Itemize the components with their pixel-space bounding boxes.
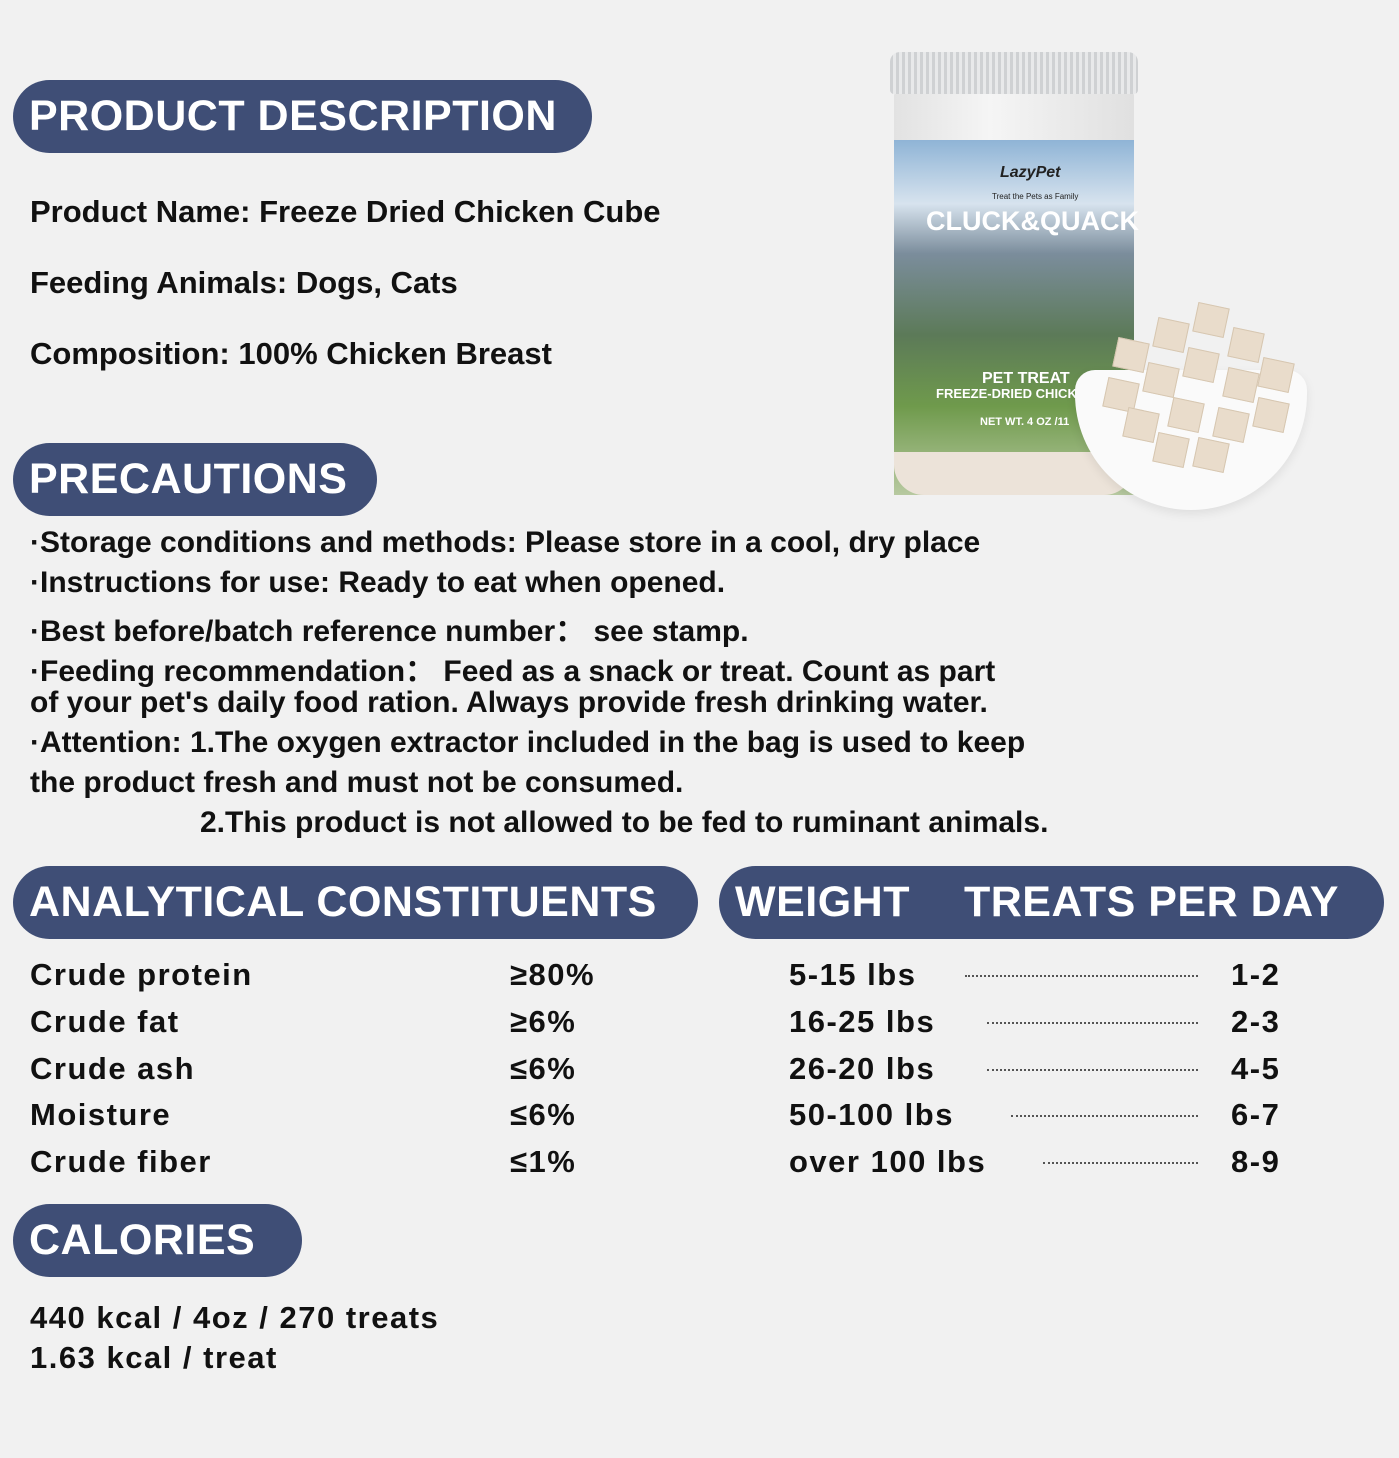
label-freeze-dried: FREEZE-DRIED CHICK xyxy=(936,386,1077,401)
calories-heading: CALORIES xyxy=(13,1204,302,1277)
treats-count: 8-9 xyxy=(1231,1144,1281,1179)
feeding-heading: WEIGHT TREATS PER DAY xyxy=(719,866,1384,939)
treat-jar: LazyPet Treat the Pets as Family CLUCK&Q… xyxy=(890,52,1139,497)
precautions-heading: PRECAUTIONS xyxy=(13,443,377,516)
weight-range: 16-25 lbs xyxy=(789,1004,936,1039)
dotted-leader xyxy=(987,1069,1198,1071)
precaution-line: 2.This product is not allowed to be fed … xyxy=(200,806,1049,839)
constituent-value: ≥80% xyxy=(510,957,596,992)
treats-count: 4-5 xyxy=(1231,1051,1281,1086)
label-net-weight: NET WT. 4 OZ /11 xyxy=(980,416,1070,428)
product-name: Product Name: Freeze Dried Chicken Cube xyxy=(30,194,661,229)
constituent-value: ≥6% xyxy=(510,1004,577,1039)
dotted-leader xyxy=(1011,1115,1198,1117)
weight-range: 26-20 lbs xyxy=(789,1051,936,1086)
treats-count: 1-2 xyxy=(1231,957,1281,992)
label-pet-treat: PET TREAT xyxy=(982,370,1070,387)
precaution-line: ·Best before/batch reference number： see… xyxy=(30,615,749,648)
weight-heading: WEIGHT xyxy=(735,878,910,926)
tagline: Treat the Pets as Family xyxy=(992,192,1079,201)
treats-heading: TREATS PER DAY xyxy=(963,878,1339,926)
precaution-line: ·Feeding recommendation： Feed as a snack… xyxy=(30,655,996,688)
dotted-leader xyxy=(1043,1162,1198,1164)
weight-range: over 100 lbs xyxy=(789,1144,987,1179)
constituent-value: ≤6% xyxy=(510,1097,577,1132)
constituent-value: ≤1% xyxy=(510,1144,577,1179)
dotted-leader xyxy=(987,1022,1198,1024)
precaution-line: ·Attention: 1.The oxygen extractor inclu… xyxy=(30,726,1026,759)
brand-logo: LazyPet xyxy=(1000,164,1061,181)
constituent-name: Crude ash xyxy=(30,1051,196,1086)
calories-total: 440 kcal / 4oz / 270 treats xyxy=(30,1300,440,1335)
product-line: CLUCK&QUACK xyxy=(926,206,1139,236)
constituent-name: Crude protein xyxy=(30,957,253,992)
constituent-name: Crude fiber xyxy=(30,1144,212,1179)
product-description-heading: PRODUCT DESCRIPTION xyxy=(13,80,592,153)
precaution-line: ·Storage conditions and methods: Please … xyxy=(30,526,981,559)
feeding-animals: Feeding Animals: Dogs, Cats xyxy=(30,265,458,300)
dotted-leader xyxy=(965,975,1198,977)
treats-count: 6-7 xyxy=(1231,1097,1281,1132)
precaution-line: ·Instructions for use: Ready to eat when… xyxy=(30,566,726,599)
weight-range: 50-100 lbs xyxy=(789,1097,954,1132)
analytical-heading: ANALYTICAL CONSTITUENTS xyxy=(13,866,698,939)
jar-lid xyxy=(890,52,1138,94)
bowl-of-treats xyxy=(1075,300,1307,510)
calories-per-treat: 1.63 kcal / treat xyxy=(30,1340,278,1375)
constituent-name: Moisture xyxy=(30,1097,172,1132)
composition: Composition: 100% Chicken Breast xyxy=(30,336,552,371)
weight-range: 5-15 lbs xyxy=(789,957,917,992)
constituent-value: ≤6% xyxy=(510,1051,577,1086)
treats-count: 2-3 xyxy=(1231,1004,1281,1039)
precaution-line: of your pet's daily food ration. Always … xyxy=(30,686,988,719)
constituent-name: Crude fat xyxy=(30,1004,180,1039)
precaution-line: the product fresh and must not be consum… xyxy=(30,766,684,799)
